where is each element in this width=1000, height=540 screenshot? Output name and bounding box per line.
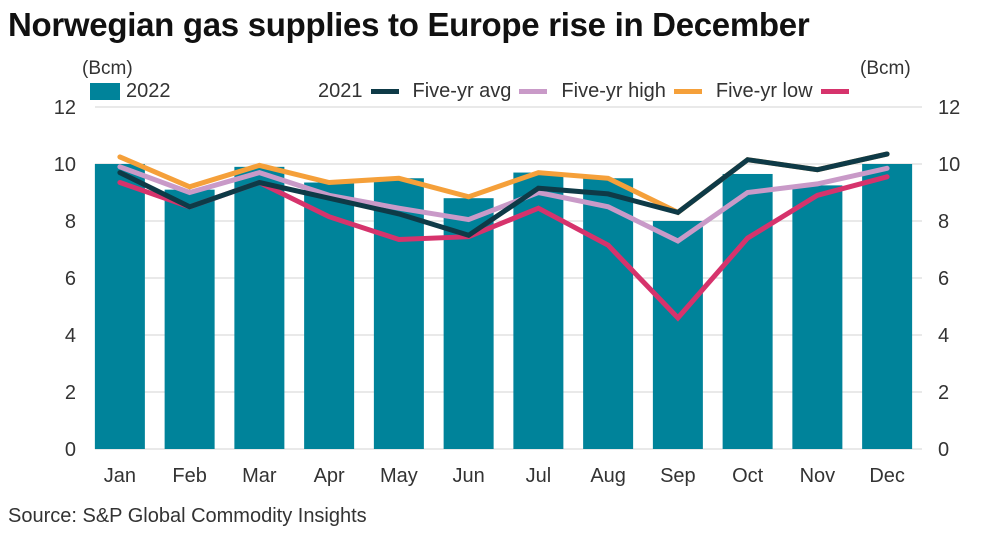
bar-2022 [862,164,913,449]
bar-2022 [304,182,355,449]
source-note: Source: S&P Global Commodity Insights [8,505,367,527]
x-tick-label: Jun [453,465,485,487]
y-tick-label-left: 0 [65,439,76,461]
bar-2022 [94,164,145,449]
bar-2022 [373,178,424,449]
legend-item-2022: 2022 [90,80,171,103]
y-tick-label-right: 0 [938,439,949,461]
legend-label-2022: 2022 [126,80,171,102]
y-tick-label-right: 2 [938,382,949,404]
y-tick-label-right: 8 [938,211,949,233]
legend-label: 2021 [318,80,363,102]
y-tick-label-left: 6 [65,268,76,290]
y-tick-label-right: 6 [938,268,949,290]
bar-2022 [652,221,703,449]
y-tick-label-left: 12 [54,97,76,119]
legend-item-five-yr-low: Five-yr low [716,80,849,103]
y-tick-label-left: 10 [54,154,76,176]
left-axis-unit: (Bcm) [82,58,133,79]
x-tick-label: Nov [800,465,836,487]
y-tick-label-left: 2 [65,382,76,404]
legend-lines: 2021 Five-yr avg Five-yr high Five-yr lo… [318,80,849,103]
x-tick-label: Jan [104,465,136,487]
y-tick-label-right: 10 [938,154,960,176]
bar-2022 [583,178,634,449]
x-tick-label: Feb [172,465,206,487]
bar-2022 [443,198,494,449]
legend-item-five-yr-avg: Five-yr avg [413,80,548,103]
legend-label: Five-yr avg [412,80,512,102]
y-tick-label-left: 8 [65,211,76,233]
bar-2022 [234,166,285,449]
x-tick-label: Oct [732,465,764,487]
bar-2022 [792,185,843,449]
y-tick-label-left: 4 [65,325,76,347]
y-tick-label-right: 4 [938,325,949,347]
line-five-yr-avg [117,164,890,244]
chart-title: Norwegian gas supplies to Europe rise in… [8,6,810,43]
x-tick-label: May [380,465,418,487]
x-tick-label: Jul [526,465,552,487]
legend-item-2021: 2021 [318,80,399,103]
legend-label: Five-yr low [715,80,813,102]
x-tick-label: Dec [869,465,905,487]
legend-swatch [673,89,702,94]
x-tick-label: Aug [590,465,626,487]
bar-2022 [722,173,773,449]
x-tick-label: Mar [242,465,277,487]
line-2021 [117,151,890,239]
right-axis-unit: (Bcm) [860,58,911,79]
legend-swatch [370,89,399,94]
legend-item-five-yr-high: Five-yr high [561,80,702,103]
bar-2022 [164,189,215,449]
legend-swatch-2022 [90,83,120,100]
legend-label: Five-yr high [561,80,666,102]
y-tick-label-right: 12 [938,97,960,119]
x-tick-label: Sep [660,465,696,487]
legend-swatch [820,89,849,94]
legend-swatch [519,89,548,94]
x-tick-label: Apr [314,465,345,487]
